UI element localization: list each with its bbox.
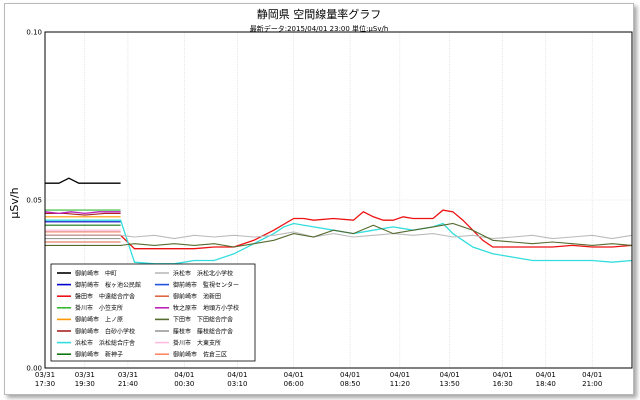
legend-label-8: 浜松市 浜松北小学校 <box>173 269 233 277</box>
legend-label-1: 御前崎市 桜ヶ池公民館 <box>75 281 141 289</box>
legend-label-14: 掛川市 大東支所 <box>173 339 221 347</box>
x-axis-ticks: 03/3117:3003/3119:3003/3121:4004/0100:30… <box>35 371 602 388</box>
legend-label-12: 下田市 下田総合庁舎 <box>173 316 233 324</box>
y-axis-label: μSv/h <box>8 187 21 218</box>
x-tick-time-4: 03:10 <box>227 380 247 388</box>
x-tick-date-2: 03/31 <box>118 371 138 379</box>
legend-label-5: 御前崎市 白砂小学校 <box>75 327 135 335</box>
x-tick-time-5: 06:00 <box>284 380 304 388</box>
legend-box <box>50 263 256 362</box>
x-tick-time-3: 00:30 <box>174 380 194 388</box>
legend-label-10: 御前崎市 池新田 <box>173 293 221 301</box>
chart-frame: 静岡県 空間線量率グラフ 最新データ:2015/04/01 23:00 単位:μ… <box>4 3 634 395</box>
y-axis-ticks: 0.00 0.05 0.10 <box>26 29 42 373</box>
x-tick-date-9: 04/01 <box>493 371 513 379</box>
x-tick-time-10: 18:40 <box>536 380 556 388</box>
y-tick-label-2: 0.10 <box>26 29 42 37</box>
x-tick-date-3: 04/01 <box>174 371 194 379</box>
legend-label-4: 御前崎市 上ノ原 <box>75 316 123 324</box>
x-tick-date-4: 04/01 <box>227 371 247 379</box>
legend-label-6: 浜松市 浜松総合庁舎 <box>75 339 135 347</box>
series-line-12 <box>45 222 633 248</box>
legend-label-2: 磐田市 中遠総合庁舎 <box>75 293 135 301</box>
x-tick-time-1: 19:30 <box>75 380 95 388</box>
chart-title: 静岡県 空間線量率グラフ <box>257 7 382 21</box>
chart-subtitle: 最新データ:2015/04/01 23:00 単位:μSv/h <box>250 24 389 33</box>
y-tick-label-0: 0.00 <box>26 365 42 373</box>
x-tick-time-7: 11:20 <box>390 380 410 388</box>
x-tick-date-11: 04/01 <box>582 371 602 379</box>
x-tick-date-0: 03/31 <box>35 371 55 379</box>
x-tick-date-5: 04/01 <box>284 371 304 379</box>
series-line-6 <box>45 219 633 265</box>
x-tick-date-1: 03/31 <box>75 371 95 379</box>
x-tick-time-8: 13:50 <box>439 380 459 388</box>
x-tick-date-7: 04/01 <box>390 371 410 379</box>
legend-label-7: 御前崎市 新神子 <box>75 351 123 359</box>
legend-label-13: 藤枝市 藤枝総合庁舎 <box>173 327 233 335</box>
x-tick-time-0: 17:30 <box>35 380 55 388</box>
series-line-0 <box>45 177 121 184</box>
plot-border <box>44 31 633 369</box>
legend-label-0: 御前崎市 中町 <box>75 269 117 277</box>
y-tick-label-1: 0.05 <box>26 197 42 205</box>
legend-label-15: 御前崎市 佐倉三区 <box>173 351 227 359</box>
legend-label-11: 牧之原市 地頭方小学校 <box>173 304 239 312</box>
x-tick-date-6: 04/01 <box>340 371 360 379</box>
series-line-2 <box>45 209 633 250</box>
x-tick-time-2: 21:40 <box>118 380 138 388</box>
series-line-11 <box>44 211 121 215</box>
series-layer <box>44 177 633 265</box>
x-tick-time-9: 16:30 <box>493 380 513 388</box>
x-tick-time-6: 08:50 <box>340 380 360 388</box>
series-line-8 <box>45 231 633 240</box>
x-tick-date-10: 04/01 <box>536 371 556 379</box>
x-tick-date-8: 04/01 <box>439 371 459 379</box>
legend-label-3: 掛川市 小笠支所 <box>75 304 123 312</box>
x-tick-time-11: 21:00 <box>582 380 602 388</box>
line-chart: 静岡県 空間線量率グラフ 最新データ:2015/04/01 23:00 単位:μ… <box>8 7 633 388</box>
legend-label-9: 御前崎市 監視センター <box>173 281 239 289</box>
